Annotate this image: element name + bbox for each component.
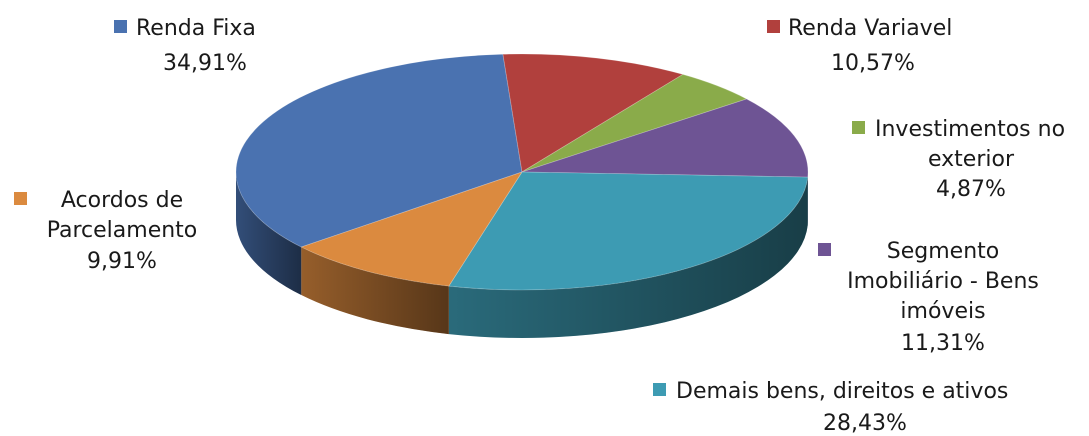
label-renda-variavel: Renda Variavel 10,57% [767,16,952,76]
label-name-acordos-1: Acordos de [61,188,183,213]
label-name-investimentos-2: exterior [928,147,1015,172]
label-name-acordos-2: Parcelamento [47,218,198,243]
pie-side-shade-renda-fixa [236,172,302,296]
legend-swatch-investimentos [852,121,865,134]
pie-top [235,53,809,291]
pie-side-shade-acordos-de-parcelamento [301,247,449,335]
legend-swatch-demais [653,383,666,396]
label-value-imobiliario: 11,31% [901,331,985,356]
label-value-acordos: 9,91% [87,249,157,274]
legend-swatch-renda-variavel [767,20,780,33]
label-acordos: Acordos de Parcelamento 9,91% [14,188,197,274]
pie-slice-acordos-de-parcelamento [300,171,523,287]
label-value-demais: 28,43% [823,411,907,436]
pie-slice-renda-fixa [235,53,523,248]
label-name-imobiliario-3: imóveis [900,299,985,324]
label-investimentos: Investimentos no exterior 4,87% [852,117,1065,202]
label-value-renda-fixa: 34,91% [163,51,247,76]
label-imobiliario: Segmento Imobiliário - Bens imóveis 11,3… [818,239,1039,356]
pie-slice-renda-variavel [502,53,684,173]
label-name-demais: Demais bens, direitos e ativos [676,379,1008,404]
legend-swatch-renda-fixa [114,20,127,33]
label-value-renda-variavel: 10,57% [831,51,915,76]
label-demais: Demais bens, direitos e ativos 28,43% [653,379,1008,436]
label-name-renda-fixa: Renda Fixa [136,16,256,41]
label-name-investimentos-1: Investimentos no [875,117,1065,142]
pie-slice-investimentos-no-exterior [521,74,748,173]
legend-swatch-imobiliario [818,243,831,256]
pie-sides [236,172,808,338]
label-renda-fixa: Renda Fixa 34,91% [114,16,256,76]
pie-side-shade-demais-bens-direitos-e-ativos [448,177,808,338]
label-name-imobiliario-2: Imobiliário - Bens [847,269,1039,294]
label-value-investimentos: 4,87% [936,177,1006,202]
label-name-imobiliario-1: Segmento [887,239,999,264]
label-name-renda-variavel: Renda Variavel [788,16,952,41]
pie-slice-segmento-imobiliario-bens-imoveis [521,98,809,178]
pie-slice-demais-bens-direitos-e-ativos [448,171,809,291]
legend-swatch-acordos [14,192,27,205]
